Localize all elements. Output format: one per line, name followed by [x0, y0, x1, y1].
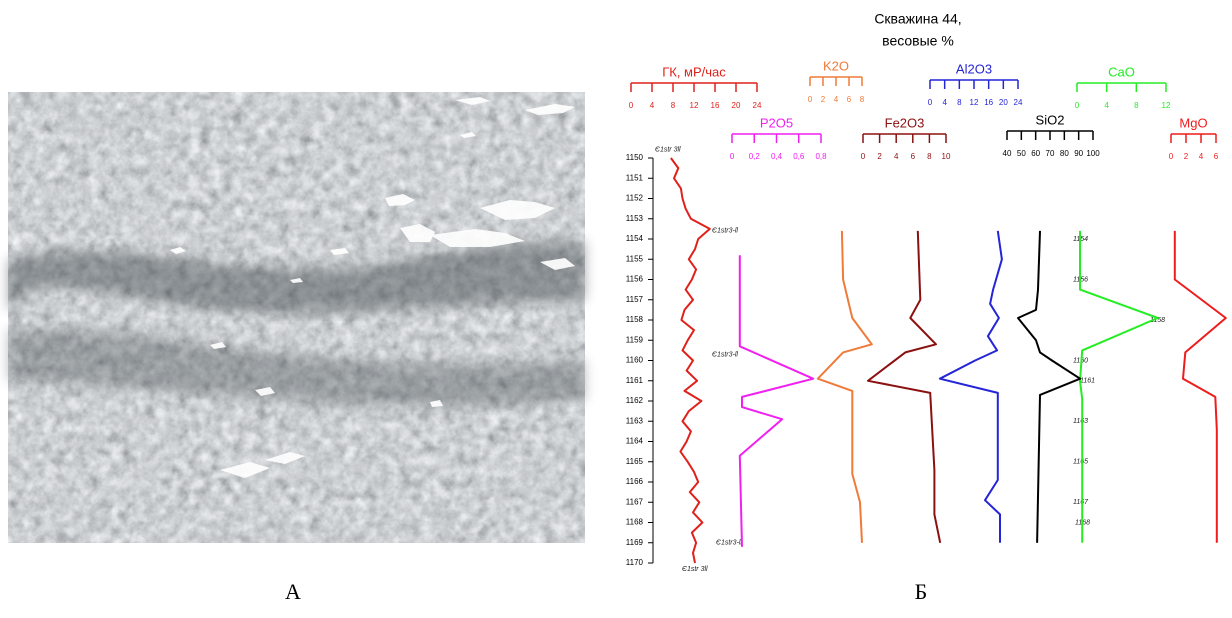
strat-label: Є1str3-ll	[716, 540, 742, 547]
rock-photo	[8, 92, 585, 543]
x-tick-label: 4	[894, 152, 899, 161]
chart-subtitle: весовые %	[882, 33, 954, 49]
track-title: ГК, мР/час	[662, 64, 726, 79]
y-tick-label: 1163	[626, 416, 644, 425]
sample-depth-label: 1163	[1073, 418, 1088, 425]
y-tick-label: 1154	[626, 234, 644, 243]
strat-label: Є1str3-ll	[712, 228, 738, 235]
x-tick-label: 0,8	[815, 152, 827, 161]
x-tick-label: 24	[1014, 98, 1023, 107]
x-tick-label: 8	[957, 98, 962, 107]
x-tick-label: 16	[984, 98, 993, 107]
x-tick-label: 0,2	[749, 152, 761, 161]
y-tick-label: 1165	[626, 457, 644, 466]
y-tick-label: 1158	[626, 315, 644, 324]
x-tick-label: 6	[1214, 152, 1219, 161]
x-tick-label: 12	[970, 98, 979, 107]
y-tick-label: 1161	[626, 376, 644, 385]
y-tick-label: 1153	[626, 214, 644, 223]
y-tick-label: 1166	[626, 477, 644, 486]
log-line	[938, 230, 1003, 543]
y-tick-label: 1152	[626, 194, 644, 203]
log-line	[670, 157, 711, 564]
sample-depth-label: 1165	[1073, 459, 1088, 466]
log-line	[1173, 230, 1227, 543]
track-title: Fe2O3	[885, 115, 925, 130]
sample-depth-label: 1158	[1150, 317, 1165, 324]
panel-label: А	[285, 579, 301, 604]
log-line	[738, 255, 815, 547]
log-line	[1079, 230, 1159, 543]
x-tick-label: 8	[671, 101, 676, 110]
x-tick-label: 0	[928, 98, 933, 107]
y-tick-label: 1169	[626, 538, 644, 547]
x-tick-label: 20	[732, 101, 741, 110]
y-tick-label: 1164	[626, 437, 644, 446]
y-tick-label: 1151	[626, 173, 644, 182]
x-tick-label: 4	[1104, 101, 1109, 110]
sample-depth-label: 1167	[1073, 499, 1089, 506]
x-tick-label: 0	[808, 95, 813, 104]
y-tick-label: 1157	[626, 295, 644, 304]
log-line	[816, 230, 873, 543]
x-tick-label: 8	[1134, 101, 1139, 110]
x-tick-label: 2	[877, 152, 882, 161]
log-line	[1017, 230, 1082, 543]
x-tick-label: 4	[834, 95, 839, 104]
strat-label: Є1str 3ll	[655, 147, 681, 154]
log-line	[867, 230, 942, 544]
x-tick-label: 4	[1199, 152, 1204, 161]
track-title: Al2O3	[956, 61, 992, 76]
y-tick-label: 1167	[626, 497, 644, 506]
x-tick-label: 0	[1075, 101, 1080, 110]
x-tick-label: 12	[690, 101, 699, 110]
x-tick-label: 2	[821, 95, 826, 104]
y-tick-label: 1156	[626, 275, 644, 284]
x-tick-label: 12	[1162, 101, 1171, 110]
x-tick-label: 80	[1060, 149, 1069, 158]
x-tick-label: 60	[1031, 149, 1040, 158]
chart-title: Скважина 44,	[874, 11, 961, 27]
x-tick-label: 0	[730, 152, 735, 161]
x-tick-label: 8	[927, 152, 932, 161]
x-tick-label: 70	[1046, 149, 1055, 158]
x-tick-label: 6	[911, 152, 916, 161]
x-tick-label: 50	[1017, 149, 1026, 158]
x-tick-label: 0	[861, 152, 866, 161]
x-tick-label: 24	[753, 101, 762, 110]
track-title: SiO2	[1036, 112, 1065, 127]
x-tick-label: 16	[711, 101, 720, 110]
strat-label: Є1str 3ll	[682, 566, 708, 573]
x-tick-label: 4	[942, 98, 947, 107]
x-tick-label: 20	[999, 98, 1008, 107]
y-tick-label: 1170	[626, 558, 644, 567]
x-tick-label: 40	[1003, 149, 1012, 158]
x-tick-label: 0	[1169, 152, 1174, 161]
x-tick-label: 2	[1184, 152, 1189, 161]
y-tick-label: 1168	[626, 518, 644, 527]
panel-label: Б	[915, 579, 928, 604]
track-title: P2O5	[760, 115, 793, 130]
x-tick-label: 4	[650, 101, 655, 110]
y-tick-label: 1160	[626, 356, 644, 365]
sample-depth-label: 1161	[1080, 378, 1095, 385]
x-tick-label: 6	[847, 95, 852, 104]
x-tick-label: 10	[942, 152, 951, 161]
x-tick-label: 0,6	[793, 152, 805, 161]
y-tick-label: 1159	[626, 335, 644, 344]
x-tick-label: 0	[629, 101, 634, 110]
x-tick-label: 100	[1086, 149, 1100, 158]
track-title: K2O	[823, 58, 849, 73]
track-title: MgO	[1179, 115, 1207, 130]
y-tick-label: 1162	[626, 396, 644, 405]
x-tick-label: 0,4	[771, 152, 783, 161]
strat-label: Є1str3-ll	[712, 351, 738, 358]
x-tick-label: 90	[1074, 149, 1083, 158]
track-title: CaO	[1108, 64, 1135, 79]
y-tick-label: 1150	[626, 153, 644, 162]
x-tick-label: 8	[860, 95, 865, 104]
y-tick-label: 1155	[626, 254, 644, 263]
